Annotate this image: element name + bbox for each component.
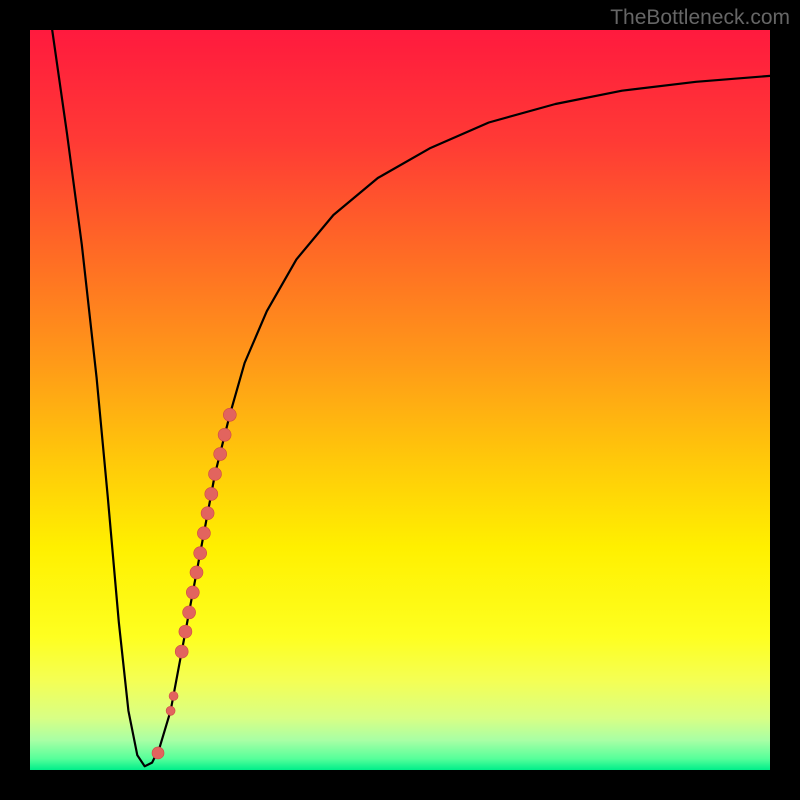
marker-point [186, 586, 199, 599]
marker-point [152, 747, 164, 759]
marker-point [175, 645, 188, 658]
marker-point [166, 706, 175, 715]
gradient-background [30, 30, 770, 770]
marker-point [179, 625, 192, 638]
marker-point [183, 606, 196, 619]
marker-point [209, 468, 222, 481]
marker-point [205, 487, 218, 500]
watermark-text: TheBottleneck.com [610, 6, 790, 30]
marker-point [201, 507, 214, 520]
marker-point [214, 448, 227, 461]
plot-svg [30, 30, 770, 770]
plot-area [30, 30, 770, 770]
marker-point [218, 428, 231, 441]
marker-point [223, 408, 236, 421]
chart-container: TheBottleneck.com [0, 0, 800, 800]
marker-point [190, 566, 203, 579]
marker-point [194, 547, 207, 560]
marker-point [197, 527, 210, 540]
marker-point [169, 692, 178, 701]
